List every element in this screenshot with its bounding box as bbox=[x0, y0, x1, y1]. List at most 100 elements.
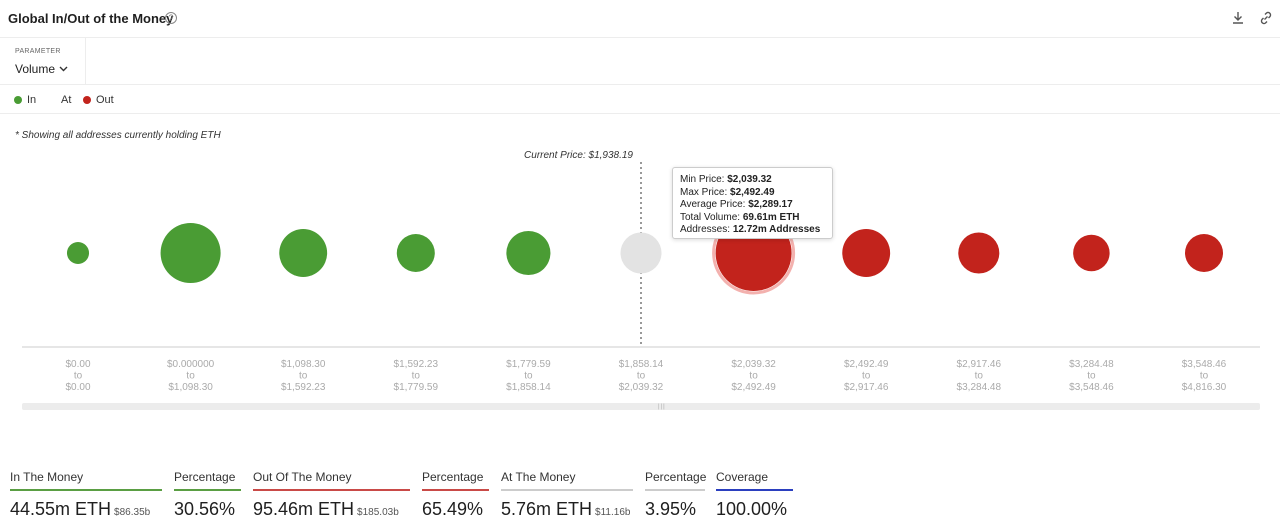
tick-to-label: $3,284.48 bbox=[957, 382, 1002, 393]
legend-label-out: Out bbox=[96, 94, 114, 106]
tick-from-label: $1,592.23 bbox=[394, 359, 439, 370]
link-icon[interactable] bbox=[1258, 10, 1274, 26]
x-tick-labels: $0.00to$0.00$0.000000to$1,098.30$1,098.3… bbox=[65, 359, 1226, 393]
parameter-selector[interactable]: PARAMETER Volume bbox=[0, 38, 86, 85]
tick-from-label: $2,917.46 bbox=[957, 359, 1002, 370]
bubble-out[interactable] bbox=[842, 229, 891, 277]
bubble-in[interactable] bbox=[506, 230, 551, 276]
bubbles-group bbox=[66, 211, 1223, 295]
legend-dot-out-icon bbox=[83, 96, 91, 104]
tick-from-label: $3,284.48 bbox=[1069, 359, 1114, 370]
parameter-value: Volume bbox=[15, 62, 56, 76]
tick-to-word: to bbox=[1087, 371, 1096, 382]
stat-sub-value: $11.16b bbox=[595, 507, 631, 518]
stat-in-percentage: Percentage 30.56% bbox=[174, 470, 241, 520]
tick-from-label: $1,779.59 bbox=[506, 359, 551, 370]
stats-summary: In The Money 44.55m ETH $86.35b Percentag… bbox=[0, 470, 1280, 531]
bubble-out[interactable] bbox=[958, 232, 1000, 274]
tick-to-label: $3,548.46 bbox=[1069, 382, 1114, 393]
legend-label-at: At bbox=[61, 94, 72, 106]
stat-value: 30.56% bbox=[174, 499, 236, 519]
parameter-row: PARAMETER Volume bbox=[0, 38, 1280, 85]
stat-label: At The Money bbox=[501, 470, 633, 491]
current-price-label: Current Price: $1,938.19 bbox=[524, 150, 633, 161]
tick-to-label: $4,816.30 bbox=[1182, 382, 1227, 393]
stat-value: 3.95% bbox=[645, 499, 697, 519]
bubble-in[interactable] bbox=[279, 229, 328, 277]
stat-value: 5.76m ETH bbox=[501, 499, 593, 519]
tick-from-label: $1,858.14 bbox=[619, 359, 664, 370]
header-actions bbox=[1230, 10, 1274, 26]
tick-from-label: $0.000000 bbox=[167, 359, 215, 370]
stat-at-the-money: At The Money 5.76m ETH $11.16b bbox=[501, 470, 633, 520]
stat-value: 100.00% bbox=[716, 499, 788, 519]
tick-to-label: $2,039.32 bbox=[619, 382, 664, 393]
tick-from-label: $0.00 bbox=[65, 359, 90, 370]
legend-item-in[interactable]: In bbox=[14, 94, 36, 106]
help-icon[interactable]: ? bbox=[165, 12, 177, 24]
stat-at-percentage: Percentage 3.95% bbox=[645, 470, 706, 520]
tick-to-label: $1,098.30 bbox=[168, 382, 213, 393]
legend-item-at[interactable]: At bbox=[61, 94, 71, 106]
stat-value: 95.46m ETH bbox=[253, 499, 355, 519]
legend-item-out[interactable]: Out bbox=[83, 94, 114, 106]
bubble-out[interactable] bbox=[1073, 234, 1110, 272]
chart-scrollbar[interactable]: ||| bbox=[22, 403, 1260, 410]
stat-out-of-the-money: Out Of The Money 95.46m ETH $185.03b bbox=[253, 470, 410, 520]
tooltip-max-price: Max Price: $2,492.49 bbox=[680, 186, 775, 198]
tooltip-min-price: Min Price: $2,039.32 bbox=[680, 174, 772, 185]
tick-from-label: $1,098.30 bbox=[281, 359, 326, 370]
tick-to-word: to bbox=[975, 371, 984, 382]
tick-to-label: $2,917.46 bbox=[844, 382, 889, 393]
tooltip-total-volume: Total Volume: 69.61m ETH bbox=[680, 211, 800, 223]
bubble-out[interactable] bbox=[1185, 234, 1223, 272]
bubble-tooltip: Min Price: $2,039.32 Max Price: $2,492.4… bbox=[672, 167, 833, 239]
tick-to-label: $0.00 bbox=[65, 382, 90, 393]
tooltip-avg-price: Average Price: $2,289.17 bbox=[680, 199, 793, 210]
stat-value: 44.55m ETH bbox=[10, 499, 112, 519]
stat-label: In The Money bbox=[10, 470, 162, 491]
scroll-grip-icon[interactable]: ||| bbox=[658, 404, 666, 410]
download-icon[interactable] bbox=[1230, 10, 1246, 26]
bubble-in[interactable] bbox=[396, 234, 435, 272]
stat-label: Percentage bbox=[174, 470, 241, 491]
stat-in-the-money: In The Money 44.55m ETH $86.35b bbox=[10, 470, 162, 520]
tick-from-label: $2,039.32 bbox=[731, 359, 776, 370]
tick-to-word: to bbox=[637, 371, 646, 382]
bubble-in[interactable] bbox=[160, 222, 221, 284]
widget-title: Global In/Out of the Money bbox=[8, 11, 174, 26]
stat-coverage: Coverage 100.00% bbox=[716, 470, 793, 520]
tick-to-word: to bbox=[412, 371, 421, 382]
stat-value: 65.49% bbox=[422, 499, 484, 519]
parameter-label: PARAMETER bbox=[15, 48, 61, 55]
bubble-at[interactable] bbox=[620, 232, 662, 274]
tick-to-word: to bbox=[862, 371, 871, 382]
legend-label-in: In bbox=[27, 94, 37, 106]
widget-header: Global In/Out of the Money ? bbox=[0, 0, 1280, 38]
chevron-down-icon bbox=[59, 66, 68, 72]
legend-dot-in-icon bbox=[14, 96, 22, 104]
tick-to-word: to bbox=[74, 371, 83, 382]
stat-sub-value: $86.35b bbox=[114, 507, 151, 518]
bubble-in[interactable] bbox=[66, 241, 90, 265]
tick-to-word: to bbox=[524, 371, 533, 382]
tooltip-addresses: Addresses: 12.72m Addresses bbox=[680, 224, 821, 235]
stat-sub-value: $185.03b bbox=[357, 507, 399, 518]
tick-to-label: $1,779.59 bbox=[394, 382, 439, 393]
tick-to-label: $2,492.49 bbox=[731, 382, 776, 393]
stat-out-percentage: Percentage 65.49% bbox=[422, 470, 489, 520]
tick-to-word: to bbox=[749, 371, 758, 382]
stat-label: Percentage bbox=[422, 470, 489, 491]
holding-note: * Showing all addresses currently holdin… bbox=[15, 130, 221, 141]
tick-to-word: to bbox=[186, 371, 195, 382]
legend: In At Out bbox=[0, 85, 1280, 114]
stat-label: Coverage bbox=[716, 470, 793, 491]
tick-to-word: to bbox=[1200, 371, 1209, 382]
stat-label: Percentage bbox=[645, 470, 706, 491]
tick-to-label: $1,858.14 bbox=[506, 382, 551, 393]
stat-label: Out Of The Money bbox=[253, 470, 410, 491]
bubble-chart: Current Price: $1,938.19 $0.00to$0.00$0.… bbox=[22, 150, 1260, 393]
tick-to-label: $1,592.23 bbox=[281, 382, 326, 393]
tick-from-label: $3,548.46 bbox=[1182, 359, 1227, 370]
parameter-dropdown[interactable]: Volume bbox=[15, 62, 68, 76]
